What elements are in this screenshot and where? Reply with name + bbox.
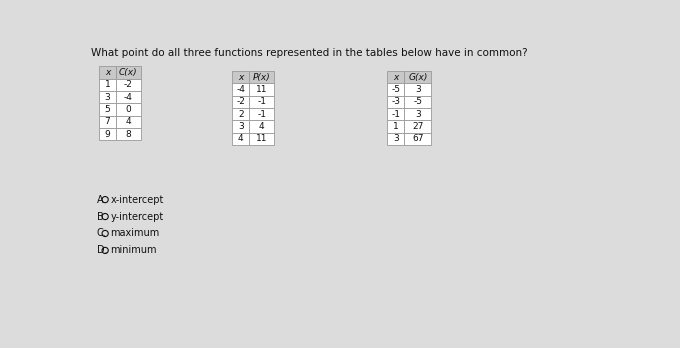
Bar: [405, 96, 431, 108]
Bar: [99, 79, 116, 91]
Text: -1: -1: [257, 97, 266, 106]
Text: -2: -2: [237, 97, 245, 106]
Bar: [116, 91, 141, 103]
Text: 8: 8: [126, 130, 131, 139]
Text: -2: -2: [124, 80, 133, 89]
Text: -1: -1: [391, 110, 401, 119]
Text: B.: B.: [97, 212, 106, 222]
Bar: [250, 83, 274, 96]
Bar: [387, 108, 405, 120]
Bar: [116, 128, 141, 140]
Bar: [99, 66, 116, 79]
Text: 3: 3: [105, 93, 110, 102]
Text: 0: 0: [126, 105, 131, 114]
Bar: [387, 71, 405, 83]
Bar: [99, 91, 116, 103]
Bar: [116, 103, 141, 116]
Bar: [405, 108, 431, 120]
Bar: [387, 133, 405, 145]
Text: A: A: [97, 195, 103, 205]
Text: -1: -1: [257, 110, 266, 119]
Bar: [233, 108, 250, 120]
Text: C(x): C(x): [119, 68, 138, 77]
Bar: [387, 120, 405, 133]
Text: 3: 3: [415, 110, 421, 119]
Text: x: x: [238, 73, 243, 82]
Bar: [233, 120, 250, 133]
Bar: [233, 71, 250, 83]
Bar: [250, 133, 274, 145]
Bar: [405, 133, 431, 145]
Text: 9: 9: [105, 130, 110, 139]
Text: P(x): P(x): [253, 73, 271, 82]
Text: x-intercept: x-intercept: [111, 195, 164, 205]
Text: -4: -4: [124, 93, 133, 102]
Bar: [250, 71, 274, 83]
Text: 67: 67: [412, 134, 424, 143]
Text: 3: 3: [393, 134, 398, 143]
Bar: [116, 116, 141, 128]
Bar: [99, 116, 116, 128]
Bar: [99, 103, 116, 116]
Text: 4: 4: [126, 117, 131, 126]
Text: x: x: [105, 68, 110, 77]
Text: y-intercept: y-intercept: [111, 212, 164, 222]
Bar: [233, 133, 250, 145]
Text: 2: 2: [238, 110, 243, 119]
Bar: [99, 128, 116, 140]
Text: 5: 5: [105, 105, 110, 114]
Text: -5: -5: [413, 97, 422, 106]
Bar: [116, 79, 141, 91]
Text: 7: 7: [105, 117, 110, 126]
Bar: [116, 66, 141, 79]
Text: 3: 3: [415, 85, 421, 94]
Text: -5: -5: [391, 85, 401, 94]
Text: G(x): G(x): [408, 73, 428, 82]
Text: x: x: [393, 73, 398, 82]
Text: minimum: minimum: [111, 245, 157, 255]
Text: -4: -4: [237, 85, 245, 94]
Text: 1: 1: [393, 122, 398, 131]
Text: 27: 27: [412, 122, 424, 131]
Bar: [405, 120, 431, 133]
Bar: [405, 83, 431, 96]
Bar: [250, 120, 274, 133]
Text: 4: 4: [259, 122, 265, 131]
Bar: [387, 96, 405, 108]
Text: 3: 3: [238, 122, 243, 131]
Bar: [250, 108, 274, 120]
Text: 4: 4: [238, 134, 243, 143]
Text: 1: 1: [105, 80, 110, 89]
Text: What point do all three functions represented in the tables below have in common: What point do all three functions repres…: [91, 48, 528, 58]
Text: maximum: maximum: [111, 229, 160, 238]
Bar: [405, 71, 431, 83]
Text: D.: D.: [97, 245, 107, 255]
Text: 11: 11: [256, 134, 267, 143]
Bar: [233, 96, 250, 108]
Text: -3: -3: [391, 97, 401, 106]
Text: C.: C.: [97, 229, 106, 238]
Text: 11: 11: [256, 85, 267, 94]
Bar: [387, 83, 405, 96]
Bar: [233, 83, 250, 96]
Bar: [250, 96, 274, 108]
